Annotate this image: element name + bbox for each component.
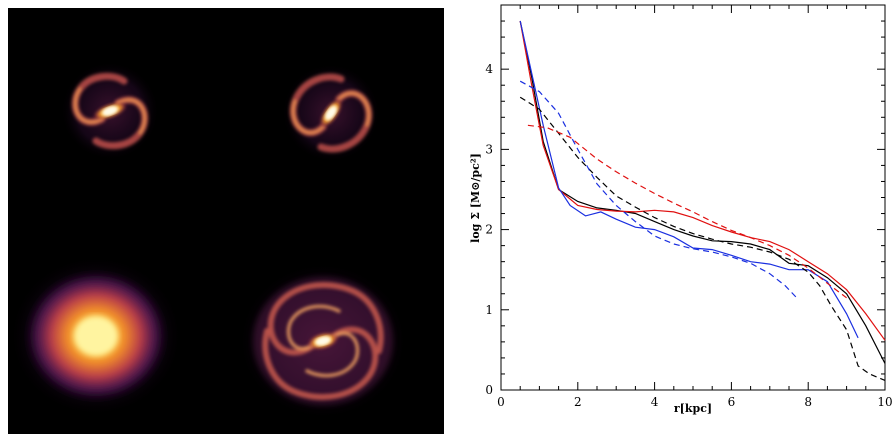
y-tick-label: 2 <box>485 223 493 237</box>
y-axis-title: log Σ [M⊙/pc²] <box>469 153 482 243</box>
galaxy-image-top-right <box>283 65 379 161</box>
series-line-red-solid <box>519 20 886 341</box>
y-tick-label: 3 <box>485 142 493 156</box>
x-tick-label: 8 <box>804 395 812 409</box>
series-line-red-dashed <box>527 124 847 299</box>
x-tick-label: 10 <box>877 395 892 409</box>
galaxy-image-top-left <box>62 63 158 159</box>
galaxy-image-bottom-right <box>241 265 405 417</box>
series-line-black-dashed <box>519 96 886 381</box>
y-tick-label: 0 <box>485 383 493 397</box>
data-series <box>519 20 886 381</box>
y-tick-label: 4 <box>485 62 493 76</box>
axis-ticks <box>500 4 886 391</box>
surface-density-chart: 0 2 4 6 8 10 0 1 2 3 4 r[kpc] log Σ [M⊙/pc²] <box>454 0 892 436</box>
x-tick-label: 0 <box>497 395 505 409</box>
series-line-blue-dashed <box>519 80 798 299</box>
series-line-blue-solid <box>519 20 859 339</box>
x-tick-label: 6 <box>728 395 736 409</box>
y-tick-label: 1 <box>485 303 493 317</box>
x-axis-title: r[kpc] <box>674 402 712 415</box>
galaxy-images-panel <box>8 8 444 434</box>
tick-labels: 0 2 4 6 8 10 0 1 2 3 4 <box>485 62 892 409</box>
x-tick-label: 4 <box>651 395 659 409</box>
x-tick-label: 2 <box>574 395 582 409</box>
galaxy-image-bottom-left <box>12 258 180 414</box>
plot-frame <box>500 4 886 391</box>
series-line-black-solid <box>519 20 886 364</box>
